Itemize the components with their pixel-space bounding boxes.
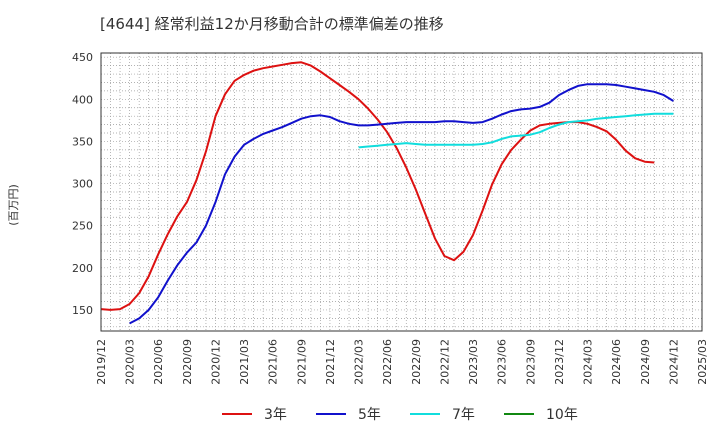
- y-tick-label: 350: [72, 135, 93, 148]
- x-tick-label: 2025/03: [696, 339, 709, 385]
- y-tick-label: 400: [72, 93, 93, 106]
- x-tick-label: 2020/03: [124, 339, 137, 385]
- x-tick-label: 2020/06: [152, 339, 165, 385]
- legend-label: 7年: [452, 407, 475, 423]
- x-tick-label: 2020/09: [181, 339, 194, 385]
- y-tick-label: 150: [72, 304, 93, 317]
- x-tick-label: 2021/12: [324, 339, 337, 385]
- y-tick-labels: 150 200 250 300 350 400 450: [72, 51, 93, 317]
- plot-frame: [100, 52, 703, 332]
- series-line: [358, 112, 674, 149]
- y-tick-label: 450: [72, 51, 93, 64]
- y-tick-label: 250: [72, 220, 93, 233]
- x-tick-label: 2019/12: [95, 339, 108, 385]
- x-tick-label: 2024/03: [582, 339, 595, 385]
- legend-label: 10年: [546, 407, 578, 423]
- x-tick-labels: 2019/12 2020/03 2020/06 2020/09 2020/12 2021/…: [95, 339, 709, 385]
- x-tick-label: 2022/06: [381, 339, 394, 385]
- legend-label: 3年: [264, 407, 287, 423]
- x-tick-label: 2023/03: [467, 339, 480, 385]
- y-axis-label: (百万円): [7, 184, 20, 226]
- x-tick-label: 2021/03: [238, 339, 251, 385]
- x-tick-label: 2024/09: [639, 339, 652, 385]
- grid-lines: [101, 53, 702, 331]
- x-tick-label: 2022/09: [410, 339, 423, 385]
- x-tick-label: 2021/06: [267, 339, 280, 385]
- legend: 3年 5年 7年 10年: [222, 407, 578, 423]
- series-line: [129, 83, 674, 325]
- x-tick-label: 2024/06: [610, 339, 623, 385]
- x-tick-label: 2023/12: [553, 339, 566, 385]
- y-tick-label: 300: [72, 178, 93, 191]
- x-tick-label: 2022/03: [353, 339, 366, 385]
- x-tick-label: 2023/09: [524, 339, 537, 385]
- y-tick-label: 200: [72, 262, 93, 275]
- x-tick-label: 2021/09: [295, 339, 308, 385]
- series-layer: [100, 61, 674, 325]
- legend-label: 5年: [358, 407, 381, 423]
- x-tick-label: 2020/12: [209, 339, 222, 385]
- x-tick-label: 2022/12: [438, 339, 451, 385]
- x-tick-label: 2023/06: [496, 339, 509, 385]
- chart-title: [4644] 経常利益12か月移動合計の標準偏差の推移: [100, 15, 444, 33]
- series-line: [100, 61, 655, 311]
- x-tick-label: 2024/12: [667, 339, 680, 385]
